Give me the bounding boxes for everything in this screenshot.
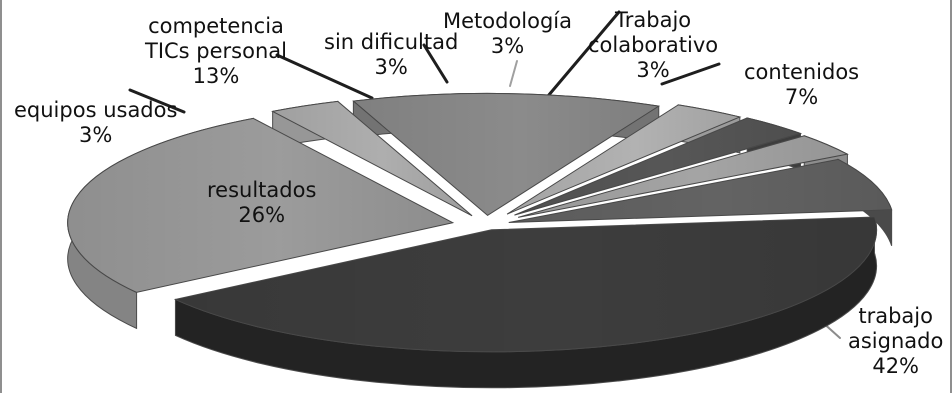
pie-slice-shade-7 (508, 159, 892, 223)
pie-slice-shade-3 (353, 93, 659, 216)
label-sin-dificultad-line1: sin dificultad (324, 30, 459, 54)
pie-slice-group-equipos-usados (271, 100, 473, 217)
label-competencia-tics-personal-line2: TICs personal (145, 38, 287, 63)
pie-slice-group-contenidos (508, 158, 893, 246)
label-trabajo-asignado-line1: trabajo (858, 304, 933, 328)
label-competencia-tics-personal: competencia TICs personal 13% (145, 14, 287, 88)
pie-slice-group-resultados (67, 117, 455, 330)
label-metodologia: Metodología 3% (443, 9, 572, 59)
pie-slice-group-competencia-tics-personal (352, 92, 661, 217)
label-contenidos-line1: contenidos (744, 60, 860, 84)
label-trabajo-colaborativo: Trabajo colaborativo 3% (588, 8, 718, 82)
label-sin-dificultad-percent: 3% (374, 54, 408, 79)
pie-slice-shade-1 (67, 118, 453, 293)
pie-slice-shade-6 (518, 135, 848, 218)
label-resultados-line1: resultados (207, 178, 317, 202)
label-equipos-usados: equipos usados 3% (14, 98, 177, 148)
label-contenidos-percent: 7% (784, 84, 819, 109)
pie-slice-shade-4 (507, 104, 740, 215)
pie-slice-shade-2 (272, 101, 473, 216)
label-equipos-usados-percent: 3% (79, 122, 113, 147)
label-metodologia-line1: Metodología (443, 9, 573, 33)
chart-frame-right (950, 0, 952, 393)
leader-line-2 (275, 53, 374, 100)
label-trabajo-colaborativo-line1: Trabajo (615, 8, 692, 32)
pie-slice-group-sin-dificultad (506, 104, 742, 215)
pie-slice-shade-5 (514, 117, 801, 216)
label-trabajo-colaborativo-line2: colaborativo (588, 32, 719, 57)
leader-line-5 (546, 10, 621, 98)
label-sin-dificultad: sin dificultad 3% (324, 30, 458, 80)
leader-line-4 (509, 60, 518, 87)
leader-line-3 (422, 43, 449, 84)
leader-line-6 (660, 62, 721, 86)
leader-line-1 (128, 88, 186, 114)
label-metodologia-percent: 3% (490, 33, 525, 58)
chart-frame-left (0, 0, 2, 393)
label-equipos-usados-line1: equipos usados (14, 98, 178, 122)
pie-slice-group-trabajo-asignado (173, 216, 877, 389)
label-competencia-tics-personal-line1: competencia (148, 14, 284, 38)
label-trabajo-asignado-line2: asignado (848, 328, 944, 353)
label-resultados: resultados 26% (207, 178, 316, 228)
label-resultados-percent: 26% (238, 202, 286, 227)
label-trabajo-asignado-percent: 42% (872, 353, 920, 378)
label-trabajo-colaborativo-percent: 3% (636, 57, 670, 82)
label-trabajo-asignado: trabajo asignado 42% (848, 304, 943, 378)
label-competencia-tics-personal-percent: 13% (192, 63, 240, 88)
label-contenidos: contenidos 7% (744, 60, 859, 110)
pie-slice-shade-0 (175, 217, 877, 352)
